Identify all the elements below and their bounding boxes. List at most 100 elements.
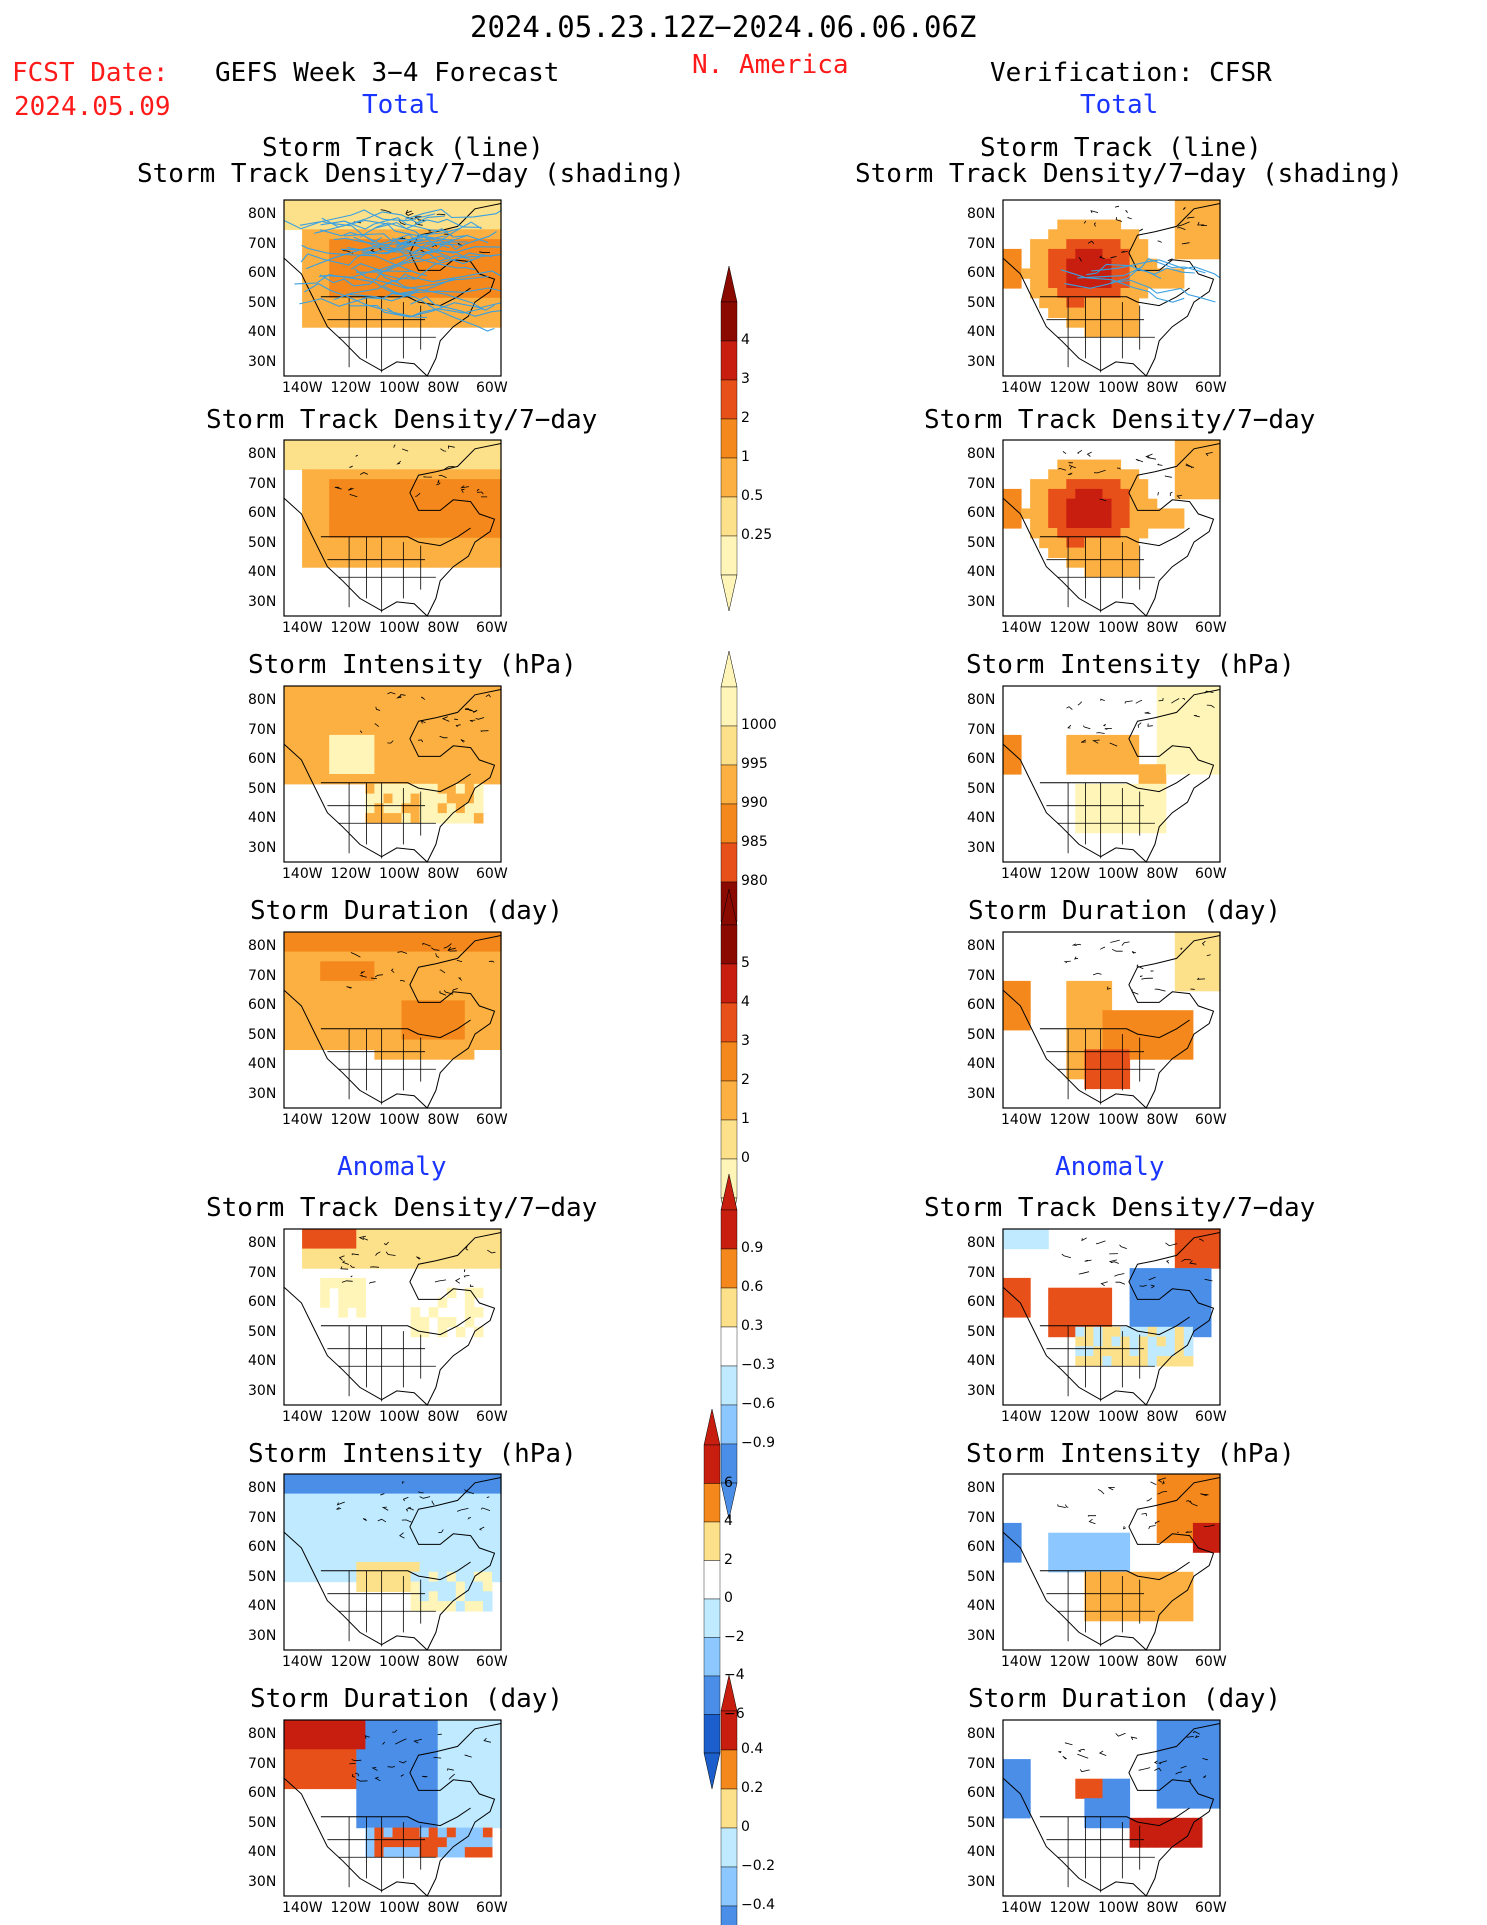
shading-cell bbox=[1174, 1778, 1185, 1790]
shading-cell bbox=[320, 980, 330, 992]
shading-cell bbox=[365, 479, 375, 490]
shading-cell bbox=[1012, 1798, 1022, 1809]
shading-cell bbox=[1093, 1601, 1103, 1612]
shading-cell bbox=[492, 1778, 502, 1790]
storm-track-line bbox=[374, 218, 482, 230]
shading-cell bbox=[1102, 278, 1113, 289]
shading-cell bbox=[446, 1000, 457, 1011]
lat-tick-label: 70N bbox=[248, 475, 277, 492]
shading-cell bbox=[419, 754, 430, 765]
shading-cell bbox=[1111, 1788, 1122, 1799]
shading-cell bbox=[293, 219, 303, 230]
shading-cell bbox=[347, 990, 357, 1002]
shading-cell bbox=[473, 1238, 484, 1250]
shading-cell bbox=[410, 1808, 421, 1819]
shading-cell bbox=[1057, 258, 1067, 270]
shading-cell bbox=[428, 1248, 439, 1259]
shading-cell bbox=[1156, 1503, 1167, 1514]
shading-cell bbox=[401, 1542, 412, 1553]
shading-cell bbox=[1075, 803, 1085, 814]
shading-cell bbox=[1021, 990, 1031, 1002]
shading-cell bbox=[1120, 1078, 1131, 1090]
shading-cell bbox=[1211, 941, 1221, 953]
shading-cell bbox=[410, 961, 421, 972]
shading-cell bbox=[1183, 1493, 1194, 1504]
shading-cell bbox=[293, 1020, 303, 1031]
shading-cell bbox=[356, 248, 366, 260]
shading-cell bbox=[419, 764, 430, 775]
title-intensity-anom-right: Storm Intensity (hPa) bbox=[966, 1439, 1295, 1469]
shading-cell bbox=[1165, 1307, 1176, 1318]
shading-cell bbox=[374, 932, 384, 943]
shading-cell bbox=[392, 1749, 403, 1760]
island-outline bbox=[346, 986, 352, 989]
shading-cell bbox=[365, 1581, 375, 1592]
shading-cell bbox=[482, 1847, 493, 1858]
island-outline bbox=[1094, 469, 1106, 474]
shading-cell bbox=[1111, 1532, 1122, 1544]
shading-cell bbox=[347, 1571, 357, 1583]
shading-cell bbox=[392, 317, 403, 328]
shading-cell bbox=[437, 1729, 448, 1741]
island-outline bbox=[1144, 711, 1151, 714]
shading-cell bbox=[1111, 1552, 1122, 1563]
shading-cell bbox=[329, 1248, 339, 1259]
lat-tick-label: 40N bbox=[967, 1353, 996, 1369]
shading-cell bbox=[1165, 1346, 1176, 1357]
shading-cell bbox=[1183, 1788, 1194, 1799]
island-outline bbox=[1078, 1271, 1090, 1275]
island-outline bbox=[377, 1518, 387, 1523]
shading-cell bbox=[1093, 317, 1103, 328]
shading-cell bbox=[1120, 1778, 1131, 1790]
shading-cell bbox=[1084, 1542, 1094, 1553]
lon-tick-label: 120W bbox=[330, 380, 372, 396]
title-track-density-shading-right: Storm Track Density/7−day (shading) bbox=[855, 159, 1403, 189]
shading-cell bbox=[392, 1483, 403, 1495]
shading-cell bbox=[464, 1020, 475, 1031]
shading-cell bbox=[1201, 1229, 1212, 1240]
shading-cell bbox=[329, 297, 339, 309]
shading-cell bbox=[1120, 1532, 1131, 1544]
shading-cell bbox=[410, 518, 421, 529]
shading-cell bbox=[347, 1720, 357, 1731]
shading-cell bbox=[1156, 1268, 1167, 1279]
colorbar-label: 2 bbox=[741, 1072, 750, 1088]
colorbar-segment bbox=[703, 1714, 721, 1754]
shading-cell bbox=[464, 1317, 475, 1328]
lon-tick-label: 60W bbox=[476, 620, 508, 636]
shading-cell bbox=[473, 1720, 484, 1731]
shading-cell bbox=[455, 695, 466, 707]
shading-cell bbox=[410, 1847, 421, 1858]
island-outline bbox=[455, 724, 461, 728]
shading-cell bbox=[1093, 980, 1103, 992]
shading-cell bbox=[410, 980, 421, 992]
shading-cell bbox=[455, 1483, 466, 1495]
shading-cell bbox=[1183, 1513, 1194, 1524]
shading-cell bbox=[1192, 1307, 1203, 1318]
shading-cell bbox=[1129, 268, 1140, 279]
shading-cell bbox=[473, 1729, 484, 1741]
shading-cell bbox=[365, 725, 375, 736]
shading-cell bbox=[410, 440, 421, 451]
shading-cell bbox=[455, 961, 466, 972]
island-outline bbox=[1180, 1765, 1187, 1769]
shading-cell bbox=[293, 686, 303, 697]
shading-cell bbox=[492, 734, 502, 746]
shading-cell bbox=[473, 705, 484, 716]
shading-cell bbox=[464, 1542, 475, 1553]
shading-cell bbox=[1120, 1029, 1131, 1041]
shading-cell bbox=[1039, 278, 1049, 289]
shading-cell bbox=[1183, 1571, 1194, 1583]
shading-cell bbox=[437, 258, 448, 270]
shading-cell bbox=[492, 1798, 502, 1809]
shading-cell bbox=[1003, 1788, 1013, 1799]
shading-cell bbox=[1111, 567, 1122, 578]
island-outline bbox=[1204, 1494, 1209, 1496]
lat-tick-label: 30N bbox=[967, 839, 996, 856]
island-outline bbox=[1100, 946, 1106, 950]
border-line bbox=[320, 1316, 471, 1336]
shading-cell bbox=[401, 1258, 412, 1269]
lon-tick-label: 60W bbox=[1195, 380, 1227, 396]
shading-cell bbox=[1165, 1039, 1176, 1050]
shading-cell bbox=[455, 1532, 466, 1544]
